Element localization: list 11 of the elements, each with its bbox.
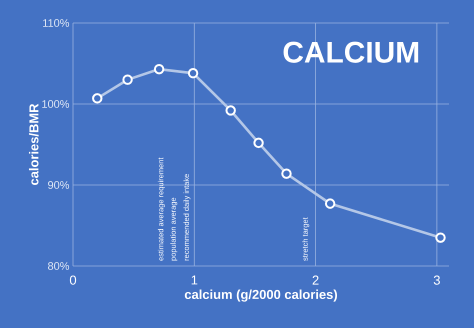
y-axis-title: calories/BMR (28, 104, 39, 186)
y-tick-label: 110% (43, 19, 70, 27)
x-tick-label: 2 (312, 276, 319, 285)
x-tick-label: 0 (70, 276, 76, 285)
x-axis-title: calcium (g/2000 calories) (184, 290, 338, 302)
x-tick-label: 1 (192, 276, 198, 284)
y-tick-label: 80% (48, 262, 70, 270)
x-tick-label: 3 (434, 276, 440, 285)
chart-title: CALCIUM (284, 42, 418, 63)
y-tick-label: 90% (48, 181, 70, 189)
y-tick-label: 100% (42, 100, 70, 108)
